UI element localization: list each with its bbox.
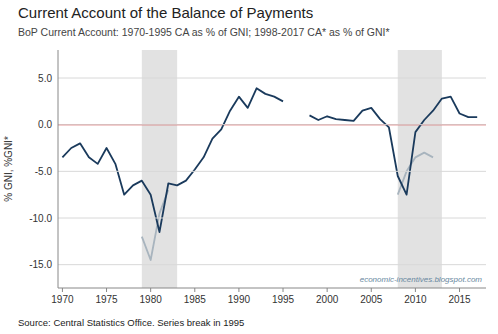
grid-line (58, 171, 486, 172)
x-tick-label: 2000 (316, 294, 339, 305)
x-tick (150, 288, 151, 292)
x-tick-label: 1980 (140, 294, 163, 305)
x-tick-label: 2005 (360, 294, 383, 305)
x-tick (459, 288, 460, 292)
series-line (62, 88, 283, 232)
title: Current Account of the Balance of Paymen… (18, 4, 313, 21)
x-tick-label: 1985 (184, 294, 207, 305)
shade-region (142, 50, 177, 288)
series-line (310, 97, 478, 195)
chart: Current Account of the Balance of Paymen… (0, 0, 498, 334)
x-tick-label: 1975 (95, 294, 118, 305)
x-tick (327, 288, 328, 292)
x-tick (415, 288, 416, 292)
y-axis-line (58, 50, 59, 288)
shade-region (398, 50, 442, 288)
plot-area (58, 50, 486, 288)
x-tick (106, 288, 107, 292)
x-tick-label: 2015 (448, 294, 471, 305)
grid-line (58, 124, 486, 125)
subtitle: BoP Current Account: 1970-1995 CA as % o… (18, 26, 390, 38)
watermark: economic-incentives.blogspot.com (360, 275, 483, 284)
x-tick (238, 288, 239, 292)
grid-line (58, 218, 486, 219)
x-tick (371, 288, 372, 292)
y-tick-label: -15.0 (29, 259, 52, 270)
x-tick-label: 1990 (228, 294, 251, 305)
x-tick (194, 288, 195, 292)
x-tick (62, 288, 63, 292)
y-axis-label: % GNI, %GNI* (3, 136, 14, 202)
grid-line (58, 78, 486, 79)
x-tick-label: 1970 (51, 294, 74, 305)
x-tick-label: 2010 (404, 294, 427, 305)
y-tick-label: 5.0 (38, 73, 52, 84)
zero-line (58, 124, 486, 125)
x-tick (283, 288, 284, 292)
x-axis-line (58, 288, 486, 289)
source: Source: Central Statistics Office. Serie… (18, 317, 244, 328)
y-tick-label: 0.0 (38, 119, 52, 130)
y-tick-label: -5.0 (35, 166, 53, 177)
grid-line (58, 264, 486, 265)
x-tick-label: 1995 (272, 294, 295, 305)
y-tick-label: -10.0 (29, 213, 52, 224)
